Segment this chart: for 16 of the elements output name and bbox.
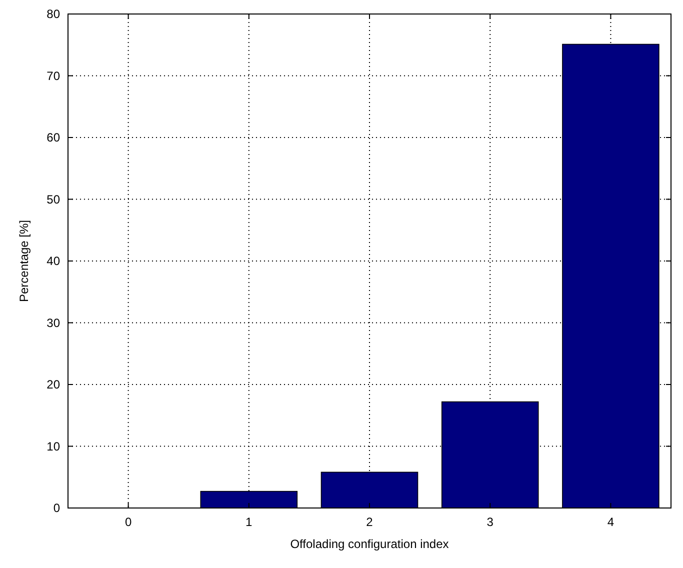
x-axis-title: Offolading configuration index [290,537,449,551]
y-tick-label: 0 [53,501,60,516]
y-tick-label: 60 [46,130,60,145]
x-tick-label: 3 [486,515,494,529]
x-tick-label: 2 [366,515,374,529]
y-tick-label: 30 [46,316,60,330]
y-axis-title: Percentage [%] [17,220,31,302]
y-tick-label: 80 [46,7,60,22]
y-tick-label: 10 [46,439,60,454]
y-tick-label: 70 [46,68,60,83]
y-tick-label: 20 [46,378,60,392]
x-tick-label: 4 [607,515,614,529]
x-tick-label: 1 [246,515,253,529]
x-tick-label: 0 [124,515,132,529]
y-tick-label: 50 [46,192,60,206]
y-tick-label: 40 [46,254,60,268]
